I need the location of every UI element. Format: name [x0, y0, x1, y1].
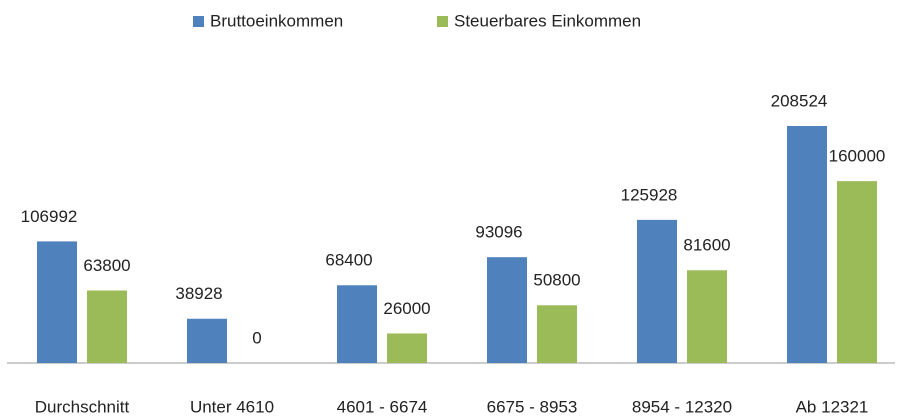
bar — [187, 318, 227, 363]
data-label: 106992 — [21, 207, 78, 226]
data-label: 63800 — [83, 256, 130, 275]
legend-label: Steuerbares Einkommen — [454, 11, 641, 30]
x-tick-label: Ab 12321 — [796, 397, 869, 416]
bar — [637, 219, 677, 363]
x-tick-label: 4601 - 6674 — [337, 397, 428, 416]
bar — [537, 305, 577, 363]
bar — [37, 241, 77, 363]
data-label: 26000 — [383, 299, 430, 318]
bar — [837, 181, 877, 363]
bar — [787, 126, 827, 363]
data-label: 160000 — [829, 147, 886, 166]
data-label: 38928 — [175, 284, 222, 303]
x-tick-label: Durchschnitt — [35, 397, 130, 416]
legend-swatch — [193, 16, 204, 27]
bar — [87, 290, 127, 363]
data-label: 68400 — [325, 251, 372, 270]
data-label: 81600 — [683, 236, 730, 255]
x-tick-label: 6675 - 8953 — [487, 397, 578, 416]
data-label: 208524 — [771, 91, 828, 110]
x-tick-label: Unter 4610 — [190, 397, 274, 416]
bar — [387, 333, 427, 363]
legend-label: Bruttoeinkommen — [210, 11, 343, 30]
legend-swatch — [437, 16, 448, 27]
bar — [337, 285, 377, 363]
bar — [687, 270, 727, 363]
data-label: 93096 — [475, 223, 522, 242]
data-label: 125928 — [621, 185, 678, 204]
data-label: 0 — [252, 328, 261, 347]
x-tick-label: 8954 - 12320 — [632, 397, 732, 416]
bar — [487, 257, 527, 363]
data-label: 50800 — [533, 271, 580, 290]
